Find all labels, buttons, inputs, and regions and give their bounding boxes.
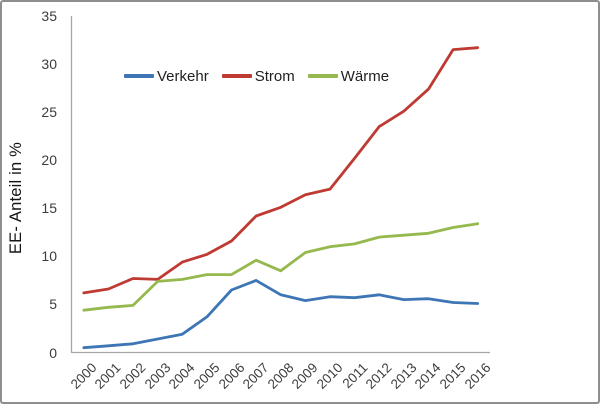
legend-item-verkehr: Verkehr [124,68,209,85]
y-tick-label: 0 [49,344,57,361]
series-line-waerme [82,222,480,312]
y-tick-label: 10 [41,248,57,265]
legend-swatch-verkehr [124,74,154,78]
series-line-verkehr [82,278,480,350]
legend-item-strom: Strom [221,67,295,85]
legend-swatch-waerme [307,74,338,78]
y-tick-label: 5 [49,296,57,313]
legend-label-waerme: Wärme [340,67,390,85]
y-tick-label: 30 [41,56,57,73]
y-axis-title: EE- Anteil in % [7,141,25,255]
legend: Verkehr Strom Wärme [124,67,389,85]
legend-swatch-strom [221,74,252,78]
legend-item-waerme: Wärme [307,67,390,85]
y-tick-label: 15 [41,200,57,217]
legend-label-verkehr: Verkehr [157,67,209,85]
y-tick-label: 20 [41,152,57,169]
series-lines [82,46,480,350]
y-tick-label: 35 [41,8,57,24]
series-line-strom [82,46,480,295]
legend-label-strom: Strom [254,67,295,85]
y-tick-label: 25 [41,104,57,121]
